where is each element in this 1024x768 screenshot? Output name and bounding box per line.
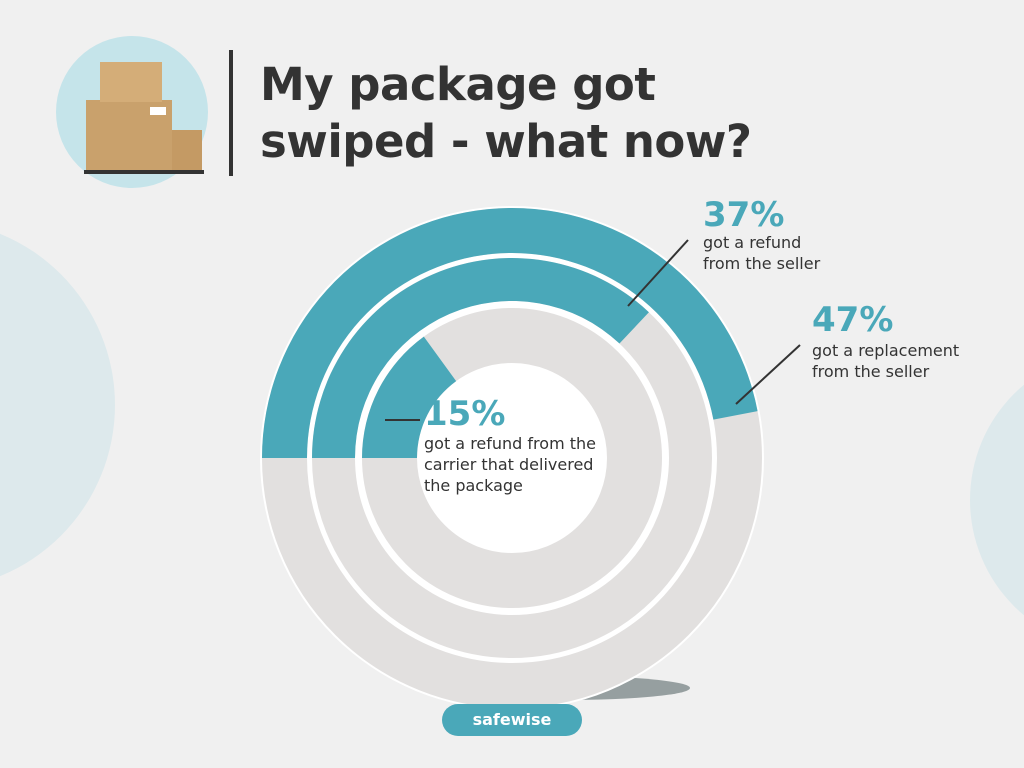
package-icon — [84, 62, 204, 174]
title-bar — [229, 50, 233, 176]
ring-bar — [262, 208, 758, 458]
decor-circle — [970, 384, 1024, 616]
decor-circle — [0, 233, 115, 577]
ring-bar — [362, 336, 457, 458]
category-label: got a refund from the carrier that deliv… — [424, 434, 596, 495]
leader-line — [735, 344, 801, 405]
logo: safewise — [442, 704, 582, 736]
value-label: 15% — [424, 394, 506, 434]
category-label: got a refund from the seller — [703, 233, 821, 273]
title: My package got swiped - what now? — [260, 58, 752, 168]
leader-line — [627, 239, 689, 307]
value-label: 47% — [812, 300, 894, 340]
category-label: got a replacement from the seller — [812, 341, 960, 381]
ring-bar — [312, 258, 649, 458]
value-label: 37% — [703, 195, 785, 235]
